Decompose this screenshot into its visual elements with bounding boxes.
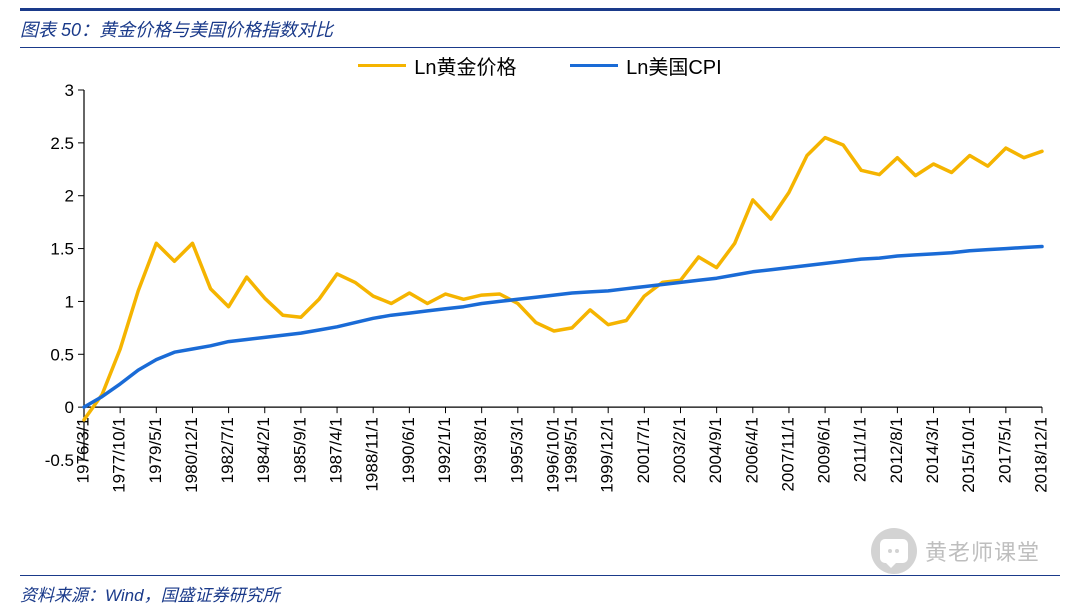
legend-item-gold: Ln黄金价格 bbox=[358, 51, 516, 80]
svg-text:1995/3/1: 1995/3/1 bbox=[507, 417, 526, 483]
svg-text:2009/6/1: 2009/6/1 bbox=[815, 417, 834, 483]
svg-text:1999/12/1: 1999/12/1 bbox=[598, 417, 617, 493]
svg-text:2012/8/1: 2012/8/1 bbox=[887, 417, 906, 483]
svg-text:1987/4/1: 1987/4/1 bbox=[327, 417, 346, 483]
svg-text:1998/5/1: 1998/5/1 bbox=[562, 417, 581, 483]
svg-text:2007/11/1: 2007/11/1 bbox=[778, 417, 797, 491]
legend-swatch-gold bbox=[358, 64, 406, 67]
svg-text:2.5: 2.5 bbox=[50, 134, 74, 153]
svg-text:2017/5/1: 2017/5/1 bbox=[995, 417, 1014, 483]
svg-text:2003/2/1: 2003/2/1 bbox=[670, 417, 689, 483]
chart-area: Ln黄金价格 Ln美国CPI -0.5 0 0.5 1 1.5 2 2.5 3 1976/3/1… bbox=[20, 50, 1060, 570]
title-bar: 图表 50：黄金价格与美国价格指数对比 bbox=[20, 8, 1060, 48]
svg-text:1979/5/1: 1979/5/1 bbox=[146, 417, 165, 483]
svg-text:3: 3 bbox=[65, 81, 74, 100]
svg-text:1993/8/1: 1993/8/1 bbox=[471, 417, 490, 483]
svg-text:1: 1 bbox=[65, 292, 74, 311]
svg-text:1980/12/1: 1980/12/1 bbox=[182, 417, 201, 493]
svg-text:2015/10/1: 2015/10/1 bbox=[959, 417, 978, 493]
line-chart-svg: -0.5 0 0.5 1 1.5 2 2.5 3 1976/3/1 1977/10/1 1979/5… bbox=[20, 50, 1060, 570]
svg-text:2001/7/1: 2001/7/1 bbox=[634, 417, 653, 483]
svg-text:1990/6/1: 1990/6/1 bbox=[399, 417, 418, 483]
legend-item-cpi: Ln美国CPI bbox=[570, 51, 722, 80]
svg-text:2004/9/1: 2004/9/1 bbox=[706, 417, 725, 483]
svg-text:-0.5: -0.5 bbox=[45, 451, 74, 470]
legend-label-gold: Ln黄金价格 bbox=[414, 51, 516, 80]
svg-text:2014/3/1: 2014/3/1 bbox=[923, 417, 942, 483]
svg-text:1985/9/1: 1985/9/1 bbox=[290, 417, 309, 483]
svg-text:1996/10/1: 1996/10/1 bbox=[543, 417, 562, 493]
svg-text:1976/3/1: 1976/3/1 bbox=[73, 417, 92, 483]
svg-text:1988/11/1: 1988/11/1 bbox=[363, 417, 382, 491]
source-text: 资料来源：Wind，国盛证券研究所 bbox=[20, 586, 280, 605]
svg-text:1984/2/1: 1984/2/1 bbox=[254, 417, 273, 483]
svg-text:1992/1/1: 1992/1/1 bbox=[435, 417, 454, 483]
legend-swatch-cpi bbox=[570, 64, 618, 67]
footer-bar: 资料来源：Wind，国盛证券研究所 bbox=[20, 575, 1060, 606]
chart-title: 图表 50：黄金价格与美国价格指数对比 bbox=[20, 20, 333, 40]
svg-text:1.5: 1.5 bbox=[50, 240, 74, 259]
svg-text:1977/10/1: 1977/10/1 bbox=[110, 417, 129, 493]
svg-text:1982/7/1: 1982/7/1 bbox=[218, 417, 237, 483]
svg-text:2006/4/1: 2006/4/1 bbox=[742, 417, 761, 483]
svg-text:0.5: 0.5 bbox=[50, 345, 74, 364]
legend: Ln黄金价格 Ln美国CPI bbox=[20, 50, 1060, 80]
svg-text:2: 2 bbox=[65, 187, 74, 206]
svg-text:0: 0 bbox=[65, 398, 74, 417]
legend-label-cpi: Ln美国CPI bbox=[626, 51, 722, 80]
svg-text:2018/12/1: 2018/12/1 bbox=[1031, 417, 1050, 493]
svg-text:2011/1/1: 2011/1/1 bbox=[851, 417, 870, 482]
chart-figure: 图表 50：黄金价格与美国价格指数对比 Ln黄金价格 Ln美国CPI -0.5 0… bbox=[0, 0, 1080, 612]
